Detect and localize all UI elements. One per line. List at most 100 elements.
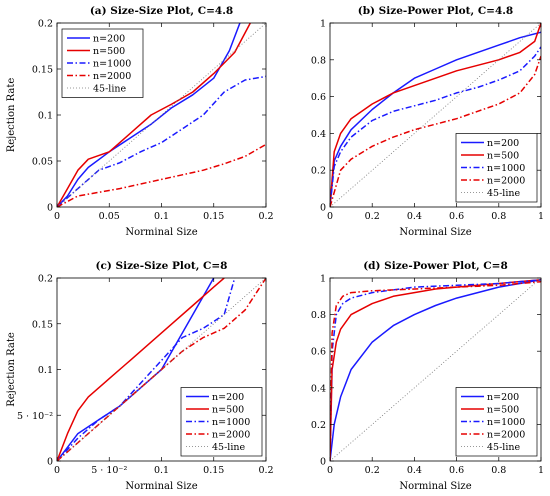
x-tick-label: 0.15 — [203, 465, 224, 476]
y-tick-label: 5 · 10⁻² — [17, 411, 53, 422]
x-axis-label: Norminal Size — [399, 227, 471, 238]
y-tick-label: 0 — [320, 203, 326, 214]
series-line-n-200 — [330, 31, 541, 207]
series-line-n-200 — [330, 279, 541, 461]
series-line-n-200 — [57, 23, 241, 207]
series-line-n-1000 — [330, 279, 541, 461]
x-tick-label: 1 — [538, 465, 544, 476]
series-group — [330, 23, 541, 207]
y-tick-label: 0 — [47, 203, 53, 214]
panel-d: (d) Size-Power Plot, C=8 0 0.2 0.4 0.6 0.8 1 0 0… — [311, 260, 544, 492]
series-line-45-line — [57, 278, 266, 461]
series-line-n-1000 — [330, 46, 541, 207]
x-tick-label: 0 — [327, 465, 333, 476]
legend-entry: n=200 — [487, 138, 519, 149]
legend-entry: 45-line — [487, 188, 520, 199]
plot-frame — [329, 22, 542, 208]
series-group — [57, 23, 266, 207]
y-axis-label: Rejection Rate — [6, 78, 17, 153]
legend-entry: n=500 — [487, 405, 519, 416]
x-tick-label: 0.2 — [258, 211, 273, 222]
series-group — [57, 278, 266, 461]
panel-c: (c) Size-Size Plot, C=8 0 5 · 10⁻² 0.1 0.15 0… — [6, 260, 274, 492]
legend-entry: n=2000 — [212, 430, 250, 441]
panel-a: (a) Size-Size Plot, C=4.8 0 0.05 0.1 0.15 0.2… — [6, 5, 274, 238]
x-tick-label: 0.8 — [491, 465, 506, 476]
series-line-n-500 — [330, 279, 541, 461]
y-tick-label: 0.15 — [32, 319, 53, 330]
x-tick-label: 0.6 — [449, 211, 464, 222]
series-line-n-1000 — [57, 278, 236, 461]
legend-entry: n=200 — [93, 34, 125, 45]
y-tick-label: 0 — [320, 457, 326, 468]
panel-title: (a) Size-Size Plot, C=4.8 — [90, 5, 233, 17]
x-tick-label: 0 — [54, 211, 60, 222]
x-tick-label: 0 — [327, 211, 333, 222]
legend-entry: n=500 — [487, 151, 519, 162]
x-tick-label: 0.15 — [203, 211, 224, 222]
x-tick-label: 0.6 — [449, 465, 464, 476]
y-tick-label: 0.2 — [38, 19, 53, 30]
legend-entry: 45-line — [487, 442, 520, 453]
series-group — [330, 278, 541, 461]
y-tick-label: 0.6 — [311, 347, 326, 358]
panel-title: (b) Size-Power Plot, C=4.8 — [358, 5, 514, 17]
y-tick-label: 0.1 — [38, 365, 53, 376]
panel-title: (c) Size-Size Plot, C=8 — [96, 260, 228, 272]
y-tick-label: 0.1 — [38, 111, 53, 122]
legend-entry: n=2000 — [487, 430, 525, 441]
y-tick-label: 1 — [320, 274, 326, 285]
y-tick-label: 1 — [320, 19, 326, 30]
x-tick-label: 5 · 10⁻² — [91, 465, 127, 476]
y-tick-label: 0.05 — [32, 157, 53, 168]
x-axis-label: Norminal Size — [125, 227, 197, 238]
series-line-n-2000 — [330, 280, 541, 461]
series-line-n-1000 — [57, 75, 266, 207]
x-tick-label: 1 — [538, 211, 544, 222]
x-tick-label: 0.4 — [407, 211, 422, 222]
x-tick-label: 0 — [54, 465, 60, 476]
legend-entry: 45-line — [212, 442, 245, 453]
y-tick-label: 0 — [47, 457, 53, 468]
y-tick-label: 0.15 — [32, 65, 53, 76]
x-tick-label: 0.8 — [491, 211, 506, 222]
legend-entry: n=1000 — [487, 417, 525, 428]
panel-b: (b) Size-Power Plot, C=4.8 0 0.2 0.4 0.6 0.8 1… — [311, 5, 544, 238]
series-line-n-500 — [330, 23, 541, 207]
legend-entry: n=2000 — [93, 71, 131, 82]
y-tick-label: 0.4 — [311, 383, 326, 394]
x-axis-label: Norminal Size — [125, 481, 197, 492]
legend-entry: n=200 — [487, 392, 519, 403]
y-tick-label: 0.2 — [311, 420, 326, 431]
x-tick-label: 0.2 — [365, 465, 380, 476]
legend-entry: 45-line — [93, 84, 126, 95]
legend-entry: n=500 — [93, 46, 125, 57]
y-tick-label: 0.8 — [311, 310, 326, 321]
panel-title: (d) Size-Power Plot, C=8 — [363, 260, 508, 272]
legend-entry: n=500 — [212, 405, 244, 416]
x-tick-label: 0.2 — [258, 465, 273, 476]
legend-entry: n=200 — [212, 392, 244, 403]
x-axis-label: Norminal Size — [399, 481, 471, 492]
legend-entry: n=1000 — [212, 417, 250, 428]
x-tick-label: 0.1 — [154, 465, 169, 476]
x-tick-label: 0.4 — [407, 465, 422, 476]
y-axis-label: Rejection Rate — [6, 332, 17, 407]
legend-entry: n=1000 — [93, 59, 131, 70]
x-tick-label: 0.05 — [99, 211, 120, 222]
plot-frame — [329, 277, 542, 462]
y-tick-label: 0.2 — [311, 166, 326, 177]
series-line-n-2000 — [330, 55, 541, 207]
y-tick-label: 0.2 — [38, 274, 53, 285]
series-line-n-2000 — [57, 143, 266, 207]
x-tick-label: 0.2 — [365, 211, 380, 222]
y-tick-label: 0.6 — [311, 92, 326, 103]
x-tick-label: 0.1 — [154, 211, 169, 222]
y-tick-label: 0.8 — [311, 55, 326, 66]
series-line-n-500 — [57, 278, 225, 461]
